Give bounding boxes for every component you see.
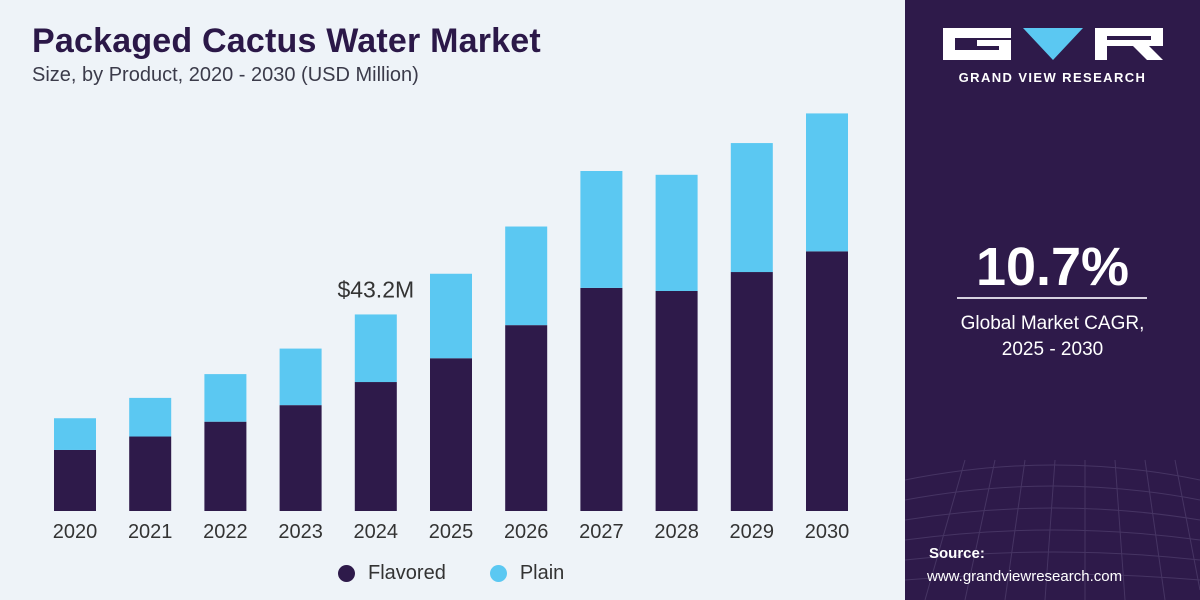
x-tick-label-2024: 2024 — [354, 521, 399, 543]
bar-flavored-2028 — [655, 291, 698, 511]
chart-title: Packaged Cactus Water Market — [32, 22, 541, 60]
bar-flavored-2022 — [204, 421, 247, 511]
gvr-logo-icon — [943, 28, 1163, 60]
source-link[interactable]: www.grandviewresearch.com — [927, 568, 1123, 585]
legend-item-flavored: Flavored — [338, 562, 446, 585]
chart-legend: Flavored Plain — [338, 562, 608, 585]
cagr-label: Global Market CAGR, 2025 - 2030 — [905, 311, 1200, 363]
bar-flavored-2027 — [580, 287, 623, 511]
stacked-bar-chart: 2020 2021 2022 2023 2024 $43.2M 2025 2026 2027 20… — [53, 113, 850, 543]
x-tick-label-2021: 2021 — [128, 521, 173, 543]
bar-plain-2020 — [54, 418, 96, 450]
x-tick-label-2026: 2026 — [504, 521, 549, 543]
bar-plain-2022 — [204, 374, 247, 422]
bar-plain-2026 — [505, 226, 548, 326]
chart-panel: Packaged Cactus Water Market Size, by Pr… — [0, 0, 905, 600]
bar-flavored-2021 — [129, 436, 172, 511]
bar-flavored-2025 — [430, 358, 472, 511]
bar-flavored-2020 — [54, 449, 96, 511]
x-tick-label-2025: 2025 — [429, 521, 474, 543]
x-tick-label-2028: 2028 — [654, 521, 699, 543]
brand-name: GRAND VIEW RESEARCH — [958, 70, 1147, 85]
bar-plain-2021 — [129, 397, 172, 437]
bar-flavored-2026 — [505, 325, 548, 511]
x-tick-label-2029: 2029 — [730, 521, 775, 543]
legend-swatch-plain — [489, 565, 507, 582]
x-tick-label-2023: 2023 — [278, 521, 323, 543]
bar-plain-2027 — [580, 171, 623, 288]
cagr-label-line1: Global Market CAGR, — [960, 313, 1145, 334]
x-tick-label-2030: 2030 — [805, 521, 850, 543]
side-panel: GRAND VIEW RESEARCH 10.7% Global Market … — [905, 0, 1200, 600]
source-title: Source: — [929, 545, 985, 562]
bar-flavored-2024 — [354, 382, 397, 511]
data-label-2024: $43.2M — [337, 276, 414, 302]
cagr-value: 10.7% — [975, 237, 1130, 297]
grid-pattern-decoration — [905, 459, 1200, 600]
bar-plain-2023 — [279, 348, 322, 406]
x-tick-label-2020: 2020 — [53, 521, 98, 543]
bar-flavored-2030 — [806, 251, 848, 511]
bar-plain-2029 — [730, 143, 773, 273]
divider — [957, 297, 1147, 299]
chart-subtitle: Size, by Product, 2020 - 2030 (USD Milli… — [32, 64, 419, 86]
bar-plain-2028 — [655, 174, 698, 291]
legend-swatch-flavored — [338, 565, 355, 582]
legend-item-plain: Plain — [489, 562, 565, 585]
legend-label-flavored: Flavored — [368, 562, 446, 584]
bar-flavored-2029 — [730, 272, 773, 511]
x-tick-label-2022: 2022 — [203, 521, 248, 543]
bar-plain-2025 — [430, 273, 472, 359]
x-tick-label-2027: 2027 — [579, 521, 624, 543]
legend-label-plain: Plain — [519, 562, 565, 584]
bar-plain-2030 — [806, 113, 848, 252]
cagr-label-line2: 2025 - 2030 — [1001, 339, 1104, 360]
bar-flavored-2023 — [279, 405, 322, 511]
bar-plain-2024 — [354, 314, 397, 383]
